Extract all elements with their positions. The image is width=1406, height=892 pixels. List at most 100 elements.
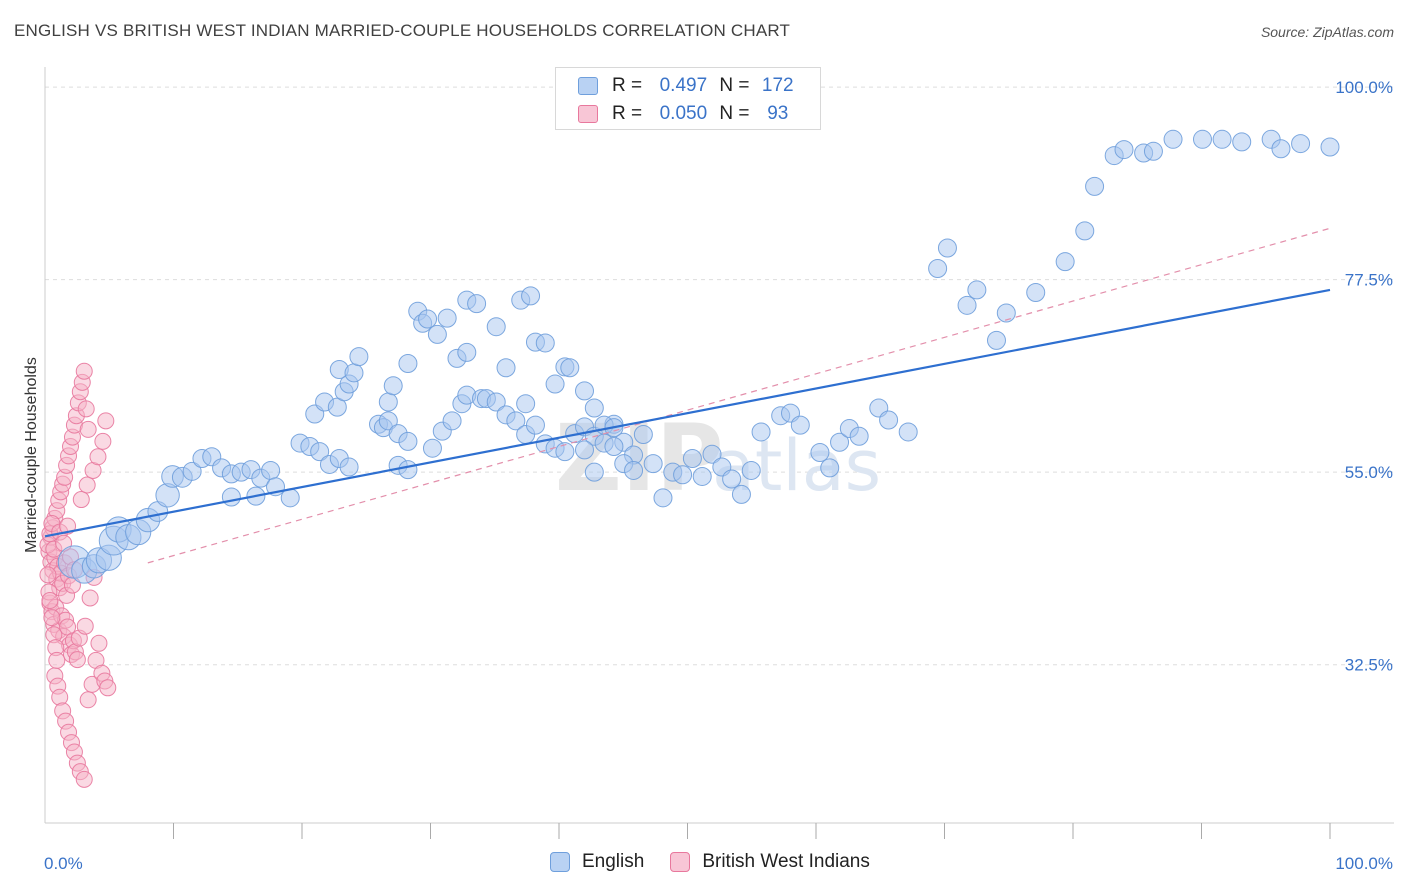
english-point — [486, 317, 506, 337]
english-point — [516, 394, 536, 414]
english-point — [457, 342, 477, 362]
legend-item-british-west-indians[interactable]: British West Indians — [670, 851, 870, 873]
english-point — [575, 381, 595, 401]
english-point — [1114, 140, 1134, 160]
english-point — [1291, 134, 1311, 154]
english-point — [1232, 132, 1252, 152]
english-swatch — [550, 852, 570, 872]
english-point — [741, 460, 761, 480]
english-point — [879, 410, 899, 430]
y-tick-label: 32.5% — [1345, 656, 1393, 675]
english-point — [398, 431, 418, 451]
source-label: Source: ZipAtlas.com — [1260, 24, 1394, 40]
english-point — [682, 448, 702, 468]
trend-lines — [44, 227, 1331, 564]
english-point — [521, 286, 541, 306]
r-value: 0.497 — [659, 75, 708, 96]
english-swatch — [578, 77, 598, 95]
english-point — [1085, 176, 1105, 196]
english-point — [422, 438, 442, 458]
english-point — [751, 422, 771, 442]
english-points — [57, 129, 1340, 584]
english-point — [182, 461, 202, 481]
british-west-indians-point — [79, 691, 97, 709]
english-point — [418, 309, 438, 329]
english-point — [1055, 252, 1075, 272]
british-west-indians-swatch — [578, 105, 598, 123]
british-west-indians-point — [41, 592, 59, 610]
english-point — [261, 460, 281, 480]
r-label: R = — [612, 103, 643, 124]
english-point — [378, 411, 398, 431]
english-point — [937, 238, 957, 258]
english-point — [486, 392, 506, 412]
english-point — [830, 432, 850, 452]
tick-labels: 32.5% 55.0% 77.5% 100.0% 0.0% 100.0% — [44, 78, 1393, 873]
english-point — [1320, 137, 1340, 157]
english-point — [692, 466, 712, 486]
english-point — [653, 488, 673, 508]
british-west-indians-point — [99, 679, 117, 697]
n-value: 172 — [761, 75, 794, 96]
british-west-indians-point — [76, 617, 94, 635]
british-west-indians-point — [39, 566, 57, 584]
british-west-indians-point — [81, 589, 99, 607]
english-point — [624, 460, 644, 480]
grid-lines — [45, 86, 1394, 666]
legend-item-english[interactable]: English — [550, 851, 644, 873]
english-point — [849, 426, 869, 446]
english-point — [1192, 129, 1212, 149]
british-west-indians-point — [75, 362, 93, 380]
english-point — [427, 324, 447, 344]
english-point — [731, 484, 751, 504]
british-west-indians-point — [90, 634, 108, 652]
english-point — [957, 295, 977, 315]
english-point — [810, 442, 830, 462]
english-point — [584, 462, 604, 482]
english-point — [344, 363, 364, 383]
english-point — [1212, 129, 1232, 149]
series-legend: English British West Indians — [550, 851, 896, 873]
english-point — [1075, 221, 1095, 241]
english-point — [496, 358, 516, 378]
english-point — [398, 460, 418, 480]
british-west-indians-trend-line — [147, 227, 1331, 564]
english-point — [1271, 139, 1291, 159]
english-point — [339, 457, 359, 477]
english-point — [442, 411, 462, 431]
stats-legend: R = 0.497 N = 172 R = 0.050 N = 93 — [555, 67, 821, 130]
english-point — [467, 294, 487, 314]
english-point — [310, 442, 330, 462]
british-west-indians-point — [94, 432, 112, 450]
english-point — [604, 437, 624, 456]
british-west-indians-point — [68, 651, 86, 669]
english-point — [986, 330, 1006, 350]
english-point — [555, 442, 575, 462]
british-west-indians-point — [89, 448, 107, 466]
legend-label: British West Indians — [702, 851, 870, 872]
english-trend-line — [44, 288, 1331, 538]
english-point — [398, 353, 418, 373]
r-label: R = — [612, 75, 643, 96]
english-point — [790, 415, 810, 435]
british-west-indians-point — [43, 609, 61, 627]
legend-label: English — [582, 851, 645, 872]
english-point — [575, 440, 595, 460]
british-west-indians-point — [79, 420, 97, 438]
n-label: N = — [719, 75, 750, 96]
english-point — [535, 333, 555, 353]
british-west-indians-point — [51, 688, 69, 706]
english-point — [349, 347, 369, 367]
english-point — [506, 411, 526, 431]
y-tick-label: 100.0% — [1335, 78, 1393, 97]
english-point — [702, 444, 722, 464]
y-tick-label: 77.5% — [1345, 271, 1393, 290]
british-west-indians-point — [72, 491, 90, 509]
british-west-indians-point — [59, 517, 77, 535]
english-point — [1143, 141, 1163, 161]
british-west-indians-point — [75, 770, 93, 788]
british-west-indians-point — [77, 400, 95, 418]
british-west-indians-point — [78, 476, 96, 494]
english-point — [383, 376, 403, 396]
